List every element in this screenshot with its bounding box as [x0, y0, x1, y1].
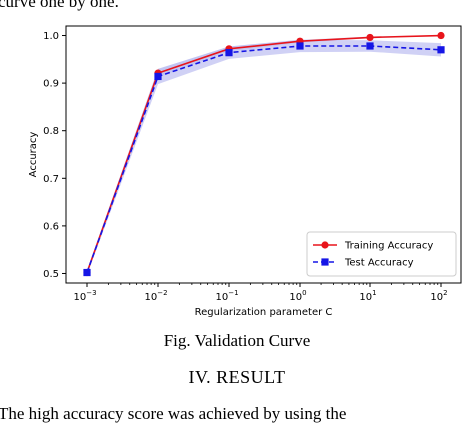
validation-curve-chart: 0.5 0.6 0.7 0.8 0.9 1.0 10−3 10−2 10−1 100 101 102…: [28, 25, 462, 318]
training-point: [366, 33, 374, 42]
x-axis-label: Regularization parameter C: [195, 307, 333, 318]
test-point: [366, 42, 374, 50]
x-tick-label: 10−2: [144, 289, 167, 303]
section-heading: IV. RESULT: [188, 367, 286, 387]
y-axis-ticks: 0.5 0.6 0.7 0.8 0.9 1.0: [43, 31, 66, 280]
test-point: [296, 42, 304, 50]
test-point: [154, 72, 162, 81]
x-tick-label: 10−1: [215, 289, 238, 303]
series-markers: [83, 31, 445, 277]
legend-label-1: Test Accuracy: [344, 258, 414, 269]
following-text: The high accuracy score was achieved by …: [0, 404, 347, 423]
legend-marker-0: [321, 241, 329, 249]
x-tick-label: 101: [359, 289, 376, 303]
x-axis-ticks: 10−3 10−2 10−1 100 101 102: [73, 283, 448, 303]
y-tick-label: 0.8: [43, 126, 59, 137]
test-point: [437, 46, 445, 54]
training-point: [437, 31, 445, 40]
legend: Training Accuracy Test Accuracy: [306, 231, 457, 277]
y-tick-label: 0.7: [43, 174, 59, 185]
series-line-1: [86, 45, 442, 273]
preceding-text: curve one by one.: [0, 0, 119, 11]
test-point: [225, 49, 233, 57]
y-axis-label: Accuracy: [28, 132, 39, 178]
series-line-0: [86, 34, 442, 273]
y-tick-label: 1.0: [43, 31, 59, 42]
y-tick-label: 0.5: [43, 269, 59, 280]
y-tick-label: 0.6: [43, 221, 59, 232]
test-point: [83, 268, 91, 277]
legend-marker-1: [321, 258, 329, 266]
x-tick-label: 100: [289, 289, 306, 303]
series-lines: [86, 34, 442, 273]
plot-frame: [65, 25, 462, 284]
x-tick-label: 102: [430, 289, 447, 303]
x-tick-label: 10−3: [73, 289, 96, 303]
figure-caption: Fig. Validation Curve: [163, 331, 311, 350]
legend-label-0: Training Accuracy: [344, 241, 433, 252]
legend-box: [306, 231, 457, 277]
y-tick-label: 0.9: [43, 79, 59, 90]
